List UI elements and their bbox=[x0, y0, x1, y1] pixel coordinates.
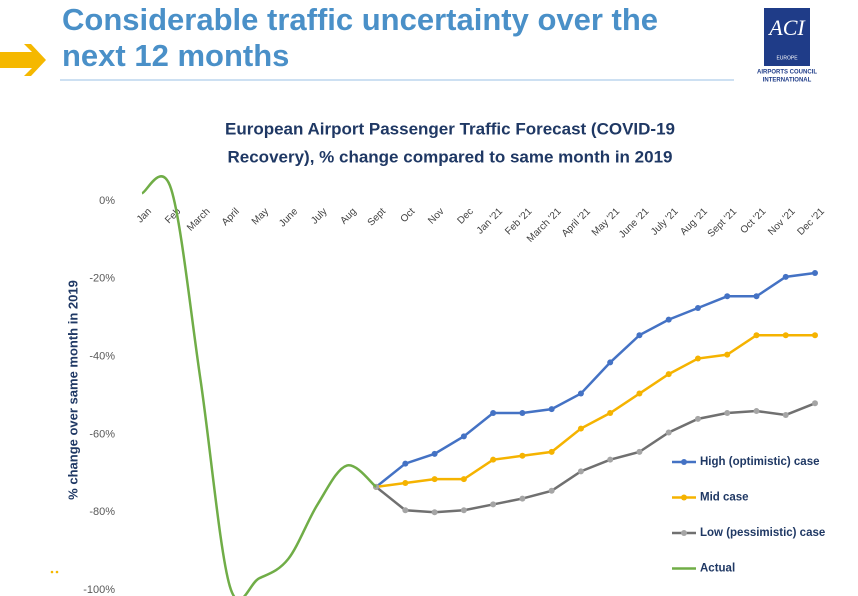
data-point bbox=[636, 448, 643, 455]
x-tick-label: Feb bbox=[163, 206, 183, 226]
legend-marker bbox=[681, 494, 687, 501]
data-point bbox=[548, 448, 555, 455]
data-point bbox=[636, 390, 643, 397]
logo-region: EUROPE bbox=[776, 55, 798, 61]
data-point bbox=[812, 400, 818, 407]
x-tick-label: March bbox=[185, 206, 212, 233]
x-tick-label: Jan '21 bbox=[475, 206, 506, 237]
data-point bbox=[460, 507, 467, 514]
logo-name: INTERNATIONAL bbox=[763, 78, 812, 84]
series-line bbox=[375, 333, 815, 489]
data-point bbox=[694, 304, 701, 311]
data-point bbox=[402, 480, 409, 487]
data-point bbox=[431, 450, 438, 457]
x-tick-label: April '21 bbox=[560, 206, 593, 239]
y-axis-label: % change over same month in 2019 bbox=[65, 280, 80, 500]
data-point bbox=[665, 371, 672, 378]
data-point bbox=[460, 476, 467, 483]
data-point bbox=[724, 410, 731, 417]
y-tick-label: -80% bbox=[89, 506, 115, 518]
x-tick-label: Aug bbox=[338, 206, 358, 226]
legend-marker bbox=[681, 459, 687, 465]
data-point bbox=[519, 495, 526, 502]
chart-title: European Airport Passenger Traffic Forec… bbox=[225, 119, 675, 138]
data-point bbox=[724, 351, 731, 358]
series-line bbox=[375, 402, 816, 514]
legend-label: Low (pessimistic) case bbox=[700, 527, 825, 539]
legend-label: Actual bbox=[700, 563, 735, 575]
data-point bbox=[577, 425, 584, 432]
data-point bbox=[548, 406, 555, 413]
legend-marker bbox=[681, 530, 687, 536]
data-point bbox=[577, 468, 584, 475]
data-point bbox=[548, 487, 555, 494]
data-point bbox=[431, 476, 438, 483]
x-tick-label: April bbox=[220, 206, 242, 228]
x-tick-label: May bbox=[250, 206, 271, 227]
x-tick-label: Oct '21 bbox=[739, 206, 769, 236]
data-point bbox=[577, 390, 584, 397]
data-point bbox=[431, 509, 438, 516]
data-point bbox=[782, 273, 789, 280]
series-line bbox=[375, 271, 816, 488]
slide-title: next 12 months bbox=[62, 38, 289, 73]
decor-dot bbox=[50, 570, 54, 574]
y-tick-label: -20% bbox=[89, 273, 115, 285]
logo-box bbox=[764, 8, 810, 66]
data-point bbox=[490, 410, 497, 417]
data-point bbox=[519, 452, 526, 459]
legend-label: High (optimistic) case bbox=[700, 456, 820, 468]
data-point bbox=[490, 501, 497, 508]
series-line bbox=[141, 175, 377, 596]
y-tick-label: -60% bbox=[89, 428, 115, 440]
data-point bbox=[753, 408, 760, 415]
x-tick-label: Jan bbox=[135, 206, 154, 225]
data-point bbox=[607, 410, 614, 417]
data-point bbox=[607, 456, 614, 463]
legend-label: Mid case bbox=[700, 492, 749, 504]
arrow-icon bbox=[0, 44, 46, 76]
data-point bbox=[519, 410, 526, 417]
x-tick-label: June bbox=[277, 206, 300, 229]
data-point bbox=[607, 359, 614, 366]
data-point bbox=[782, 332, 789, 339]
logo-name: AIRPORTS COUNCIL bbox=[757, 70, 817, 76]
y-tick-label: -40% bbox=[89, 351, 115, 363]
x-tick-label: Dec bbox=[455, 206, 475, 226]
data-point bbox=[460, 433, 467, 440]
data-point bbox=[694, 415, 701, 422]
chart-title: Recovery), % change compared to same mon… bbox=[228, 147, 673, 166]
data-point bbox=[812, 269, 818, 276]
y-tick-label: 0% bbox=[99, 195, 115, 207]
x-tick-label: Oct bbox=[399, 206, 418, 225]
x-tick-label: Nov bbox=[426, 206, 446, 226]
data-point bbox=[665, 429, 672, 436]
x-tick-label: Nov '21 bbox=[766, 206, 798, 238]
data-point bbox=[782, 411, 789, 418]
data-point bbox=[753, 332, 760, 339]
decor-dot bbox=[55, 570, 59, 574]
data-point bbox=[753, 293, 760, 300]
slide-title: Considerable traffic uncertainty over th… bbox=[62, 2, 658, 37]
x-tick-label: July '21 bbox=[649, 206, 681, 238]
data-point bbox=[636, 332, 643, 339]
data-point bbox=[490, 456, 497, 463]
x-tick-label: Sept bbox=[366, 206, 388, 228]
data-point bbox=[724, 293, 731, 300]
data-point bbox=[812, 332, 818, 339]
data-point bbox=[402, 460, 409, 467]
x-tick-label: June '21 bbox=[617, 206, 652, 241]
y-tick-label: -100% bbox=[83, 584, 115, 596]
data-point bbox=[402, 507, 409, 514]
data-point bbox=[665, 316, 672, 323]
logo-mark: ACI bbox=[767, 15, 806, 40]
x-tick-label: Sept '21 bbox=[706, 206, 740, 240]
x-tick-label: July bbox=[309, 206, 329, 226]
data-point bbox=[694, 355, 701, 362]
x-tick-label: Dec '21 bbox=[795, 206, 827, 238]
